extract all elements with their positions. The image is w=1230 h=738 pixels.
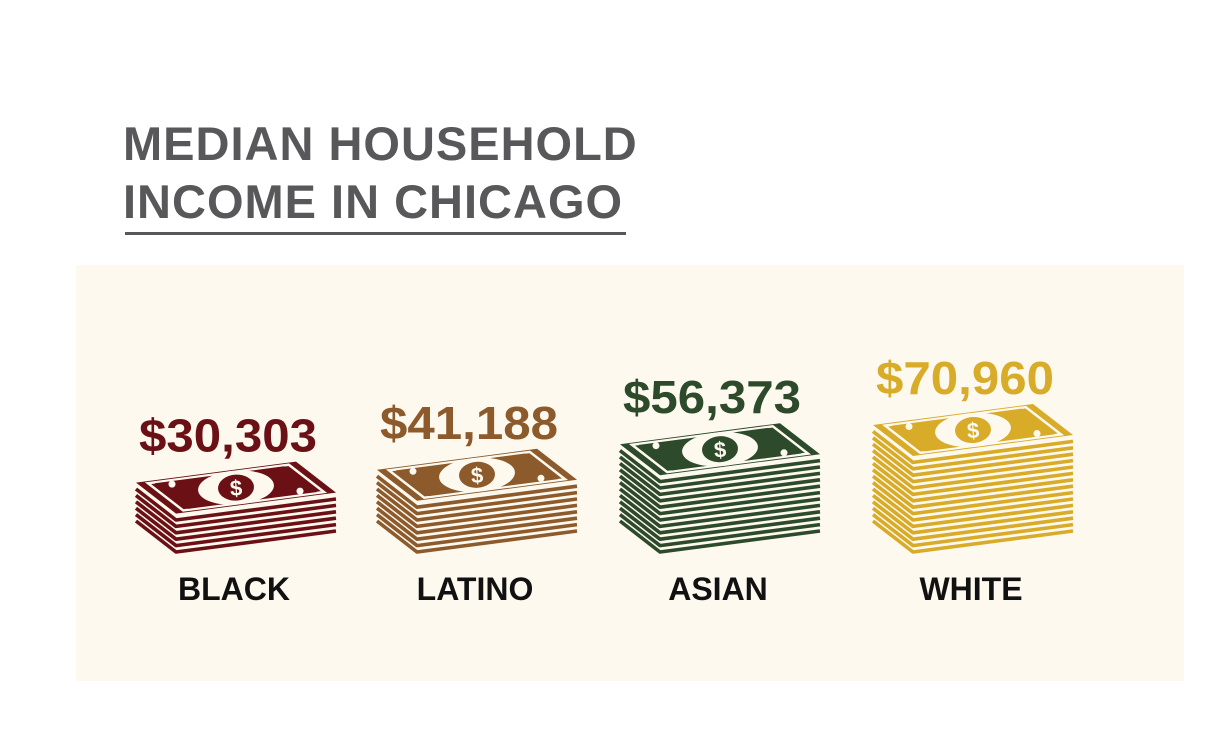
- bill-dot: [652, 442, 660, 450]
- bill-edge: [871, 481, 1074, 516]
- bill-edge: [134, 506, 337, 542]
- bill-edge: [618, 468, 821, 503]
- bill-edge: [618, 493, 821, 529]
- category-label-black: BLACK: [178, 571, 290, 607]
- bill-dot: [296, 487, 304, 495]
- bill-edge: [375, 506, 578, 542]
- bill-edge: [375, 474, 578, 510]
- bill-edge: [618, 481, 821, 516]
- bill-edge: [871, 513, 1074, 548]
- bill-edge: [871, 461, 1074, 497]
- value-label-black: $30,303: [139, 410, 317, 462]
- bill-edge: [618, 474, 821, 510]
- bill-edge: [618, 506, 821, 542]
- bill-dot: [905, 423, 913, 430]
- bill-edge: [134, 519, 337, 554]
- bill-edge: [871, 455, 1074, 490]
- bill-edge: [375, 519, 578, 554]
- category-label-white: WHITE: [919, 571, 1022, 607]
- bill-edge: [871, 487, 1074, 522]
- bill-edge: [375, 481, 578, 516]
- bill-edge: [618, 519, 821, 554]
- bill-edge: [375, 487, 578, 522]
- bill-edge: [871, 442, 1074, 478]
- category-label-asian: ASIAN: [668, 571, 768, 607]
- bill-stack-white: $: [871, 404, 1074, 554]
- bill-edge: [871, 493, 1074, 529]
- title-underline: [125, 232, 626, 235]
- bill-seal: [955, 416, 991, 444]
- chart-title-line-2: INCOME IN CHICAGO: [123, 175, 624, 228]
- bill-edge: [618, 461, 821, 497]
- bill-dot: [168, 480, 176, 488]
- bill-edge: [618, 487, 821, 522]
- bill-edge: [871, 519, 1074, 554]
- dollar-sign-icon: $: [470, 462, 484, 488]
- bill-edge: [871, 468, 1074, 503]
- bill-seal: [218, 474, 254, 501]
- value-label-white: $70,960: [876, 352, 1054, 404]
- bill-edge: [871, 449, 1074, 484]
- bill-edge: [871, 436, 1074, 471]
- bill-edge: [375, 513, 578, 548]
- bill-edge: [871, 500, 1074, 535]
- value-label-latino: $41,188: [380, 397, 558, 449]
- dollar-sign-icon: $: [229, 475, 243, 501]
- chart-marks: $ $30,303 BLACK $ $41,188 LATINO $ $56,373 ASIAN…: [134, 352, 1074, 607]
- bill-edge: [134, 493, 337, 529]
- bill-edge: [134, 500, 337, 535]
- dollar-sign-icon: $: [713, 437, 727, 463]
- bill-dot: [1033, 430, 1041, 437]
- bill-dot: [409, 467, 417, 475]
- dollar-sign-icon: $: [966, 418, 980, 444]
- bill-edge: [618, 455, 821, 490]
- category-label-latino: LATINO: [417, 571, 534, 607]
- bill-edge: [134, 487, 337, 522]
- value-label-asian: $56,373: [623, 371, 801, 423]
- bill-stack-latino: $: [375, 448, 578, 554]
- bill-edge: [375, 500, 578, 535]
- bill-edge: [618, 500, 821, 535]
- bill-seal: [459, 461, 495, 488]
- bill-edge: [871, 474, 1074, 510]
- bill-edge: [871, 429, 1074, 465]
- bill-edge: [871, 506, 1074, 542]
- bill-stack-black: $: [134, 461, 337, 554]
- bill-edge: [618, 513, 821, 548]
- bill-dot: [780, 449, 788, 457]
- bill-edge: [134, 513, 337, 548]
- bill-seal: [702, 436, 738, 463]
- bill-dot: [537, 474, 545, 482]
- bill-stack-asian: $: [618, 423, 821, 554]
- bill-edge: [375, 493, 578, 529]
- bill-edge: [618, 449, 821, 484]
- chart-title-line-1: MEDIAN HOUSEHOLD: [123, 117, 638, 170]
